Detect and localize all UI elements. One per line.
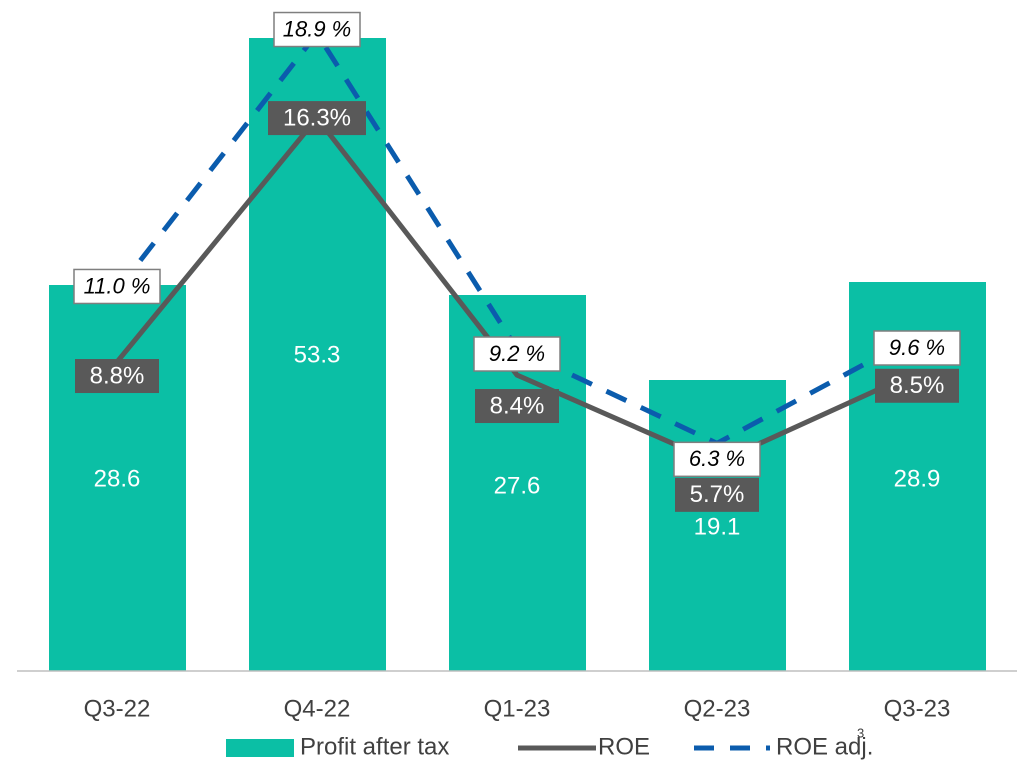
x-tick-label: Q4-22 <box>284 695 351 722</box>
data-label-text: 9.6 % <box>889 335 945 360</box>
line-series <box>115 114 919 466</box>
legend-label: ROE adj. <box>776 733 873 760</box>
x-tick-label: Q3-22 <box>84 695 151 722</box>
data-label: 8.5% <box>875 368 959 403</box>
legend-label: Profit after tax <box>300 733 449 760</box>
x-tick-label: Q1-23 <box>484 695 551 722</box>
data-label-text: 5.7% <box>690 481 745 508</box>
bar-value-label: 53.3 <box>294 341 341 368</box>
data-label: 8.4% <box>475 389 559 424</box>
data-label: 18.9 % <box>273 11 361 48</box>
legend-footnote: 3 <box>857 725 864 740</box>
data-label: 6.3 % <box>673 441 761 478</box>
bar-value-label: 28.9 <box>894 465 941 492</box>
data-label-box <box>73 268 161 305</box>
data-label: 9.2 % <box>473 336 561 372</box>
data-label-box <box>268 101 366 136</box>
bar <box>249 38 386 671</box>
data-label-text: 9.2 % <box>489 341 545 366</box>
bar-value-label: 28.6 <box>94 465 141 492</box>
x-tick-label: Q3-23 <box>884 695 951 722</box>
data-label-text: 11.0 % <box>84 273 151 298</box>
data-label-box <box>875 368 959 403</box>
data-label: 5.7% <box>675 477 759 512</box>
data-label: 16.3% <box>268 101 366 136</box>
bar <box>649 380 786 671</box>
data-label-box <box>873 330 961 366</box>
data-label-box <box>673 441 761 478</box>
data-label-text: 8.5% <box>890 372 945 399</box>
x-tick-label: Q2-23 <box>684 695 751 722</box>
data-label-box <box>75 359 159 394</box>
legend-swatch <box>226 739 294 757</box>
bar-value-label: 27.6 <box>494 472 541 499</box>
data-label-text: 8.8% <box>90 362 145 389</box>
data-label: 8.8% <box>75 359 159 394</box>
data-label-box <box>475 389 559 424</box>
bar <box>49 285 186 671</box>
bar-value-label: 19.1 <box>694 513 741 540</box>
data-label: 11.0 % <box>73 268 161 305</box>
data-label-text: 8.4% <box>490 392 545 419</box>
data-label-box <box>473 336 561 372</box>
data-label: 9.6 % <box>873 330 961 366</box>
data-label-text: 6.3 % <box>689 446 745 471</box>
data-label-text: 16.3% <box>283 104 351 131</box>
legend-label: ROE <box>598 733 650 760</box>
data-label-text: 18.9 % <box>283 16 352 41</box>
data-label-box <box>675 477 759 512</box>
data-label-box <box>273 11 361 48</box>
